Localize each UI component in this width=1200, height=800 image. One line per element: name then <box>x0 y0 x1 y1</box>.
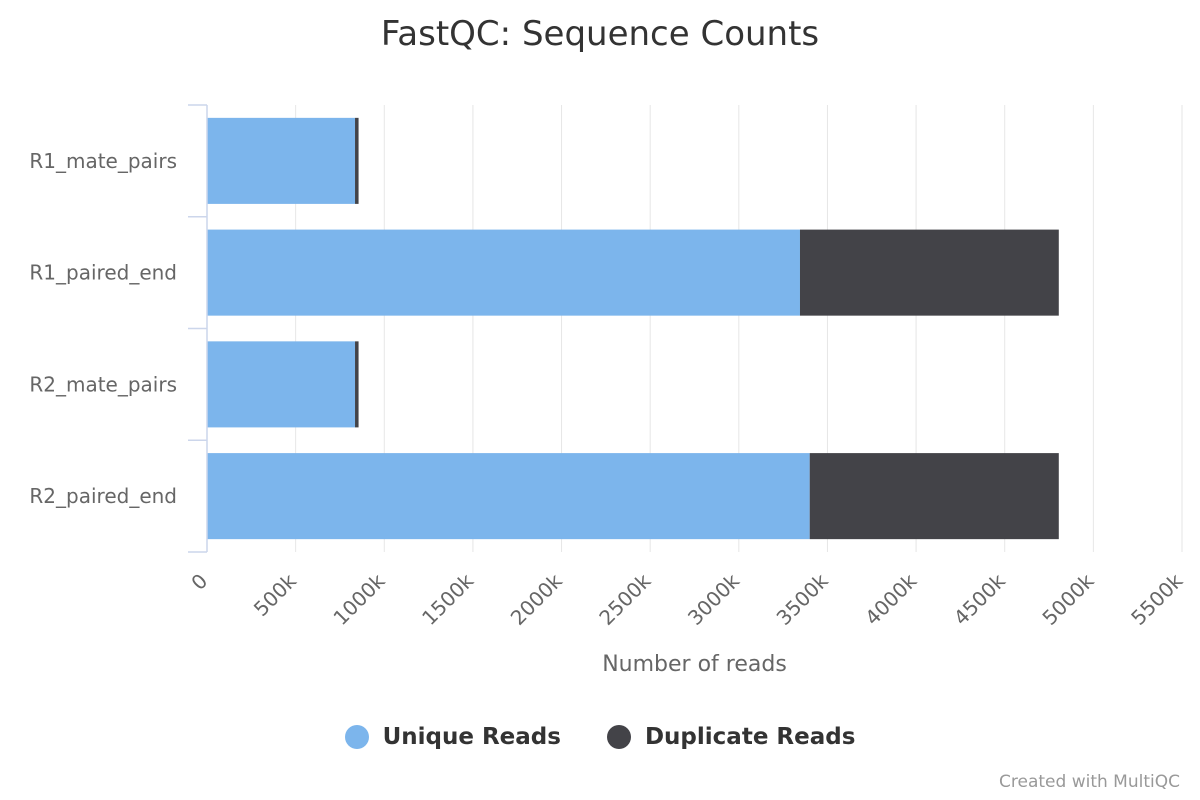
y-tick-label: R1_paired_end <box>29 261 177 285</box>
x-tick-label: 2000k <box>506 569 567 630</box>
x-tick-label: 500k <box>249 569 301 621</box>
x-tick-label: 5000k <box>1038 569 1099 630</box>
x-tick-label: 5500k <box>1126 569 1187 630</box>
x-tick-label: 3000k <box>683 569 744 630</box>
legend-label-duplicate-reads: Duplicate Reads <box>644 724 856 750</box>
legend-item-unique-reads[interactable]: Unique Reads <box>344 724 561 750</box>
y-tick-label: R2_paired_end <box>29 484 177 508</box>
credit-link[interactable]: Created with MultiQC <box>999 772 1180 792</box>
legend: Unique Reads Duplicate Reads <box>0 724 1200 750</box>
chart-title: FastQC: Sequence Counts <box>380 14 820 54</box>
axis-layer: 0 500k 1000k 1500k 2000k 2500k 3000k 3500k 4000k… <box>29 104 1188 630</box>
bar-duplicate-reads[interactable] <box>355 341 359 428</box>
x-tick-label: 2500k <box>594 569 655 630</box>
x-tick-label: 1000k <box>328 569 389 630</box>
bar-unique-reads[interactable] <box>207 117 356 204</box>
x-tick-label: 3500k <box>772 569 833 630</box>
legend-swatch-duplicate-reads <box>606 725 631 749</box>
y-tick-label: R1_mate_pairs <box>29 149 177 173</box>
legend-item-duplicate-reads[interactable]: Duplicate Reads <box>606 724 856 750</box>
bar-duplicate-reads[interactable] <box>355 117 359 204</box>
bar-unique-reads[interactable] <box>207 341 356 428</box>
bar-unique-reads[interactable] <box>207 453 810 540</box>
bar-duplicate-reads[interactable] <box>799 229 1059 316</box>
y-tick-label: R2_mate_pairs <box>29 372 177 396</box>
grid-layer <box>295 105 1183 552</box>
legend-label-unique-reads: Unique Reads <box>382 724 561 750</box>
x-tick-label: 4500k <box>949 569 1010 630</box>
legend-swatch-unique-reads <box>344 725 369 749</box>
x-axis-label: Number of reads <box>602 652 787 677</box>
bar-unique-reads[interactable] <box>207 229 800 316</box>
x-tick-label: 0 <box>186 569 212 595</box>
bar-duplicate-reads[interactable] <box>809 453 1059 540</box>
x-tick-label: 4000k <box>860 569 921 630</box>
x-tick-label: 1500k <box>417 569 478 630</box>
bar-layer <box>207 117 1059 540</box>
